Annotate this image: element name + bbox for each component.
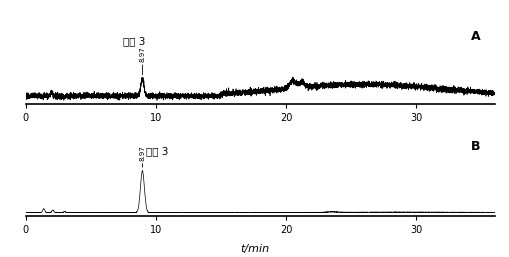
- Text: A: A: [470, 30, 479, 43]
- Text: t/min: t/min: [240, 244, 269, 254]
- Text: 8.97: 8.97: [139, 47, 145, 62]
- Text: B: B: [470, 140, 479, 153]
- Text: 杂质 3: 杂质 3: [123, 36, 145, 46]
- Text: 8.97: 8.97: [139, 145, 145, 161]
- Text: 杂质 3: 杂质 3: [146, 146, 168, 156]
